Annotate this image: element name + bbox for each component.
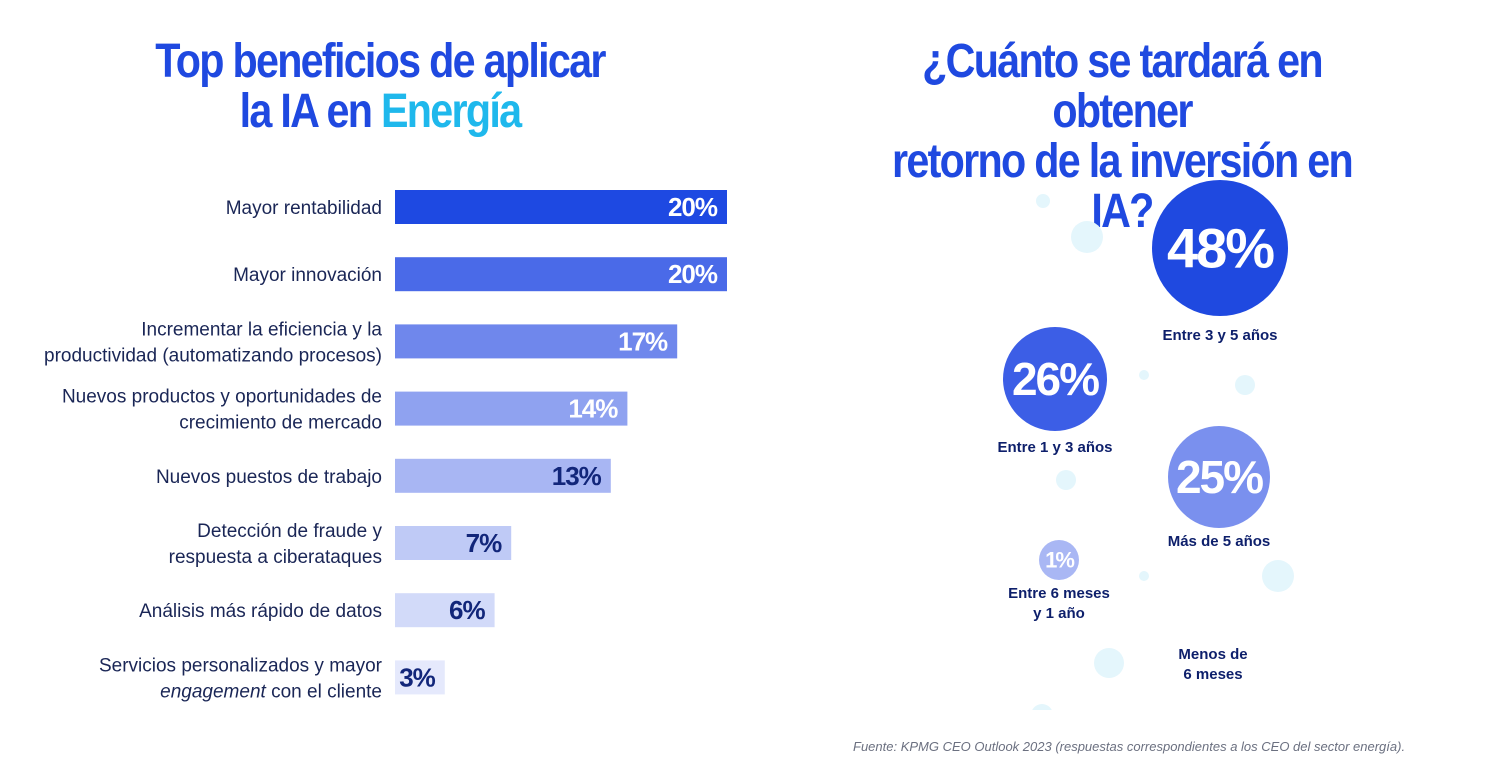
bar-row: 7% Detección de fraude y respuesta a ciber… (169, 521, 512, 568)
bar (395, 324, 678, 359)
bar (395, 660, 445, 695)
bubble-circle (1152, 180, 1288, 316)
bar-row: 3% Servicios personalizados y mayor engage… (99, 655, 445, 702)
source-note: Fuente: KPMG CEO Outlook 2023 (respuesta… (853, 739, 1406, 754)
bar-category-label: Servicios personalizados y mayor engageme… (99, 655, 383, 702)
bar (395, 526, 512, 560)
bubble-category-label: Entre 3 y 5 años (1162, 327, 1277, 344)
bar-value-label: 6% (449, 595, 485, 625)
bubble: 26% Entre 1 y 3 años (997, 327, 1113, 456)
decor-dot (1235, 375, 1255, 395)
bar-category-label: Detección de fraude y respuesta a ciberat… (169, 521, 383, 568)
bar (395, 593, 495, 628)
decor-dot (1139, 571, 1149, 581)
bar-value-label: 13% (552, 461, 602, 491)
bubble-value-label: 0% (1198, 615, 1230, 642)
bar-row: 20% Mayor innovación (233, 257, 727, 292)
bar (395, 458, 611, 493)
roi-bubble-chart: 48% Entre 3 y 5 años 26% Entre 1 y 3 años 25… (997, 180, 1294, 710)
bubble-value-label: 1% (1045, 548, 1074, 573)
bubble-category-label: Más de 5 años (1168, 533, 1271, 550)
bar-category-label: Nuevos puestos de trabajo (156, 467, 382, 488)
bar (395, 190, 727, 224)
bubble-category-label: Entre 1 y 3 años (997, 439, 1112, 456)
bubble-circle (1168, 426, 1270, 528)
decor-dot (1262, 560, 1294, 592)
benefits-bar-chart: 20% Mayor rentabilidad 20% Mayor innovación… (44, 190, 727, 702)
left-title-accent: Energía (380, 85, 522, 138)
bar-row: 20% Mayor rentabilidad (226, 190, 727, 224)
bubble-value-label: 48% (1167, 217, 1274, 280)
bar-row: 17% Incrementar la eficiencia y la product… (44, 319, 678, 366)
bubble-value-label: 25% (1176, 451, 1263, 503)
decor-dot (1056, 470, 1076, 490)
bubble: 48% Entre 3 y 5 años (1152, 180, 1288, 344)
bubble-category-label: Entre 6 meses y 1 año (1008, 585, 1110, 622)
left-chart-title: Top beneficios de aplicar la IA en Energ… (122, 37, 638, 137)
bar-category-label: Mayor rentabilidad (226, 198, 382, 219)
bar-value-label: 7% (466, 528, 502, 558)
bar-category-label: Incrementar la eficiencia y la productivi… (44, 319, 382, 366)
bar-value-label: 20% (668, 259, 718, 289)
bubble-category-label: Menos de 6 meses (1178, 646, 1247, 683)
bar-value-label: 14% (568, 394, 618, 424)
right-title-line2: retorno de la inversión en IA? (892, 135, 1354, 238)
bubble-circle (1039, 540, 1079, 580)
bar-value-label: 3% (399, 662, 435, 692)
bubble-circle (1003, 327, 1107, 431)
bar-category-label: Mayor innovación (233, 265, 382, 286)
bubble: 1% Entre 6 meses y 1 año (1008, 540, 1110, 622)
bar-value-label: 17% (618, 326, 668, 356)
right-title-line1: ¿Cuánto se tardará en obtener (922, 35, 1323, 138)
bar-row: 14% Nuevos productos y oportunidades de cr… (62, 387, 628, 434)
decor-dot (1071, 221, 1103, 253)
bar (395, 391, 628, 426)
decor-dot (1036, 194, 1050, 208)
bubble-value-label: 26% (1012, 353, 1099, 405)
bar-row: 6% Análisis más rápido de datos (139, 593, 495, 628)
right-chart-title: ¿Cuánto se tardará en obtener retorno de… (864, 37, 1380, 237)
left-title-line1: Top beneficios de aplicar (155, 35, 606, 88)
bar-value-label: 20% (668, 192, 718, 222)
left-title-line2-prefix: la IA en (239, 85, 381, 138)
bar-category-label: Nuevos productos y oportunidades de creci… (62, 387, 382, 434)
decor-dot (1032, 704, 1052, 710)
bar-row: 13% Nuevos puestos de trabajo (156, 458, 611, 493)
decor-dot (1094, 648, 1124, 678)
decor-dot (1139, 370, 1149, 380)
bar (395, 257, 727, 292)
bubble: 0% Menos de 6 meses (1178, 615, 1247, 683)
bar-category-label: Análisis más rápido de datos (139, 601, 382, 622)
bubble: 25% Más de 5 años (1168, 426, 1271, 550)
